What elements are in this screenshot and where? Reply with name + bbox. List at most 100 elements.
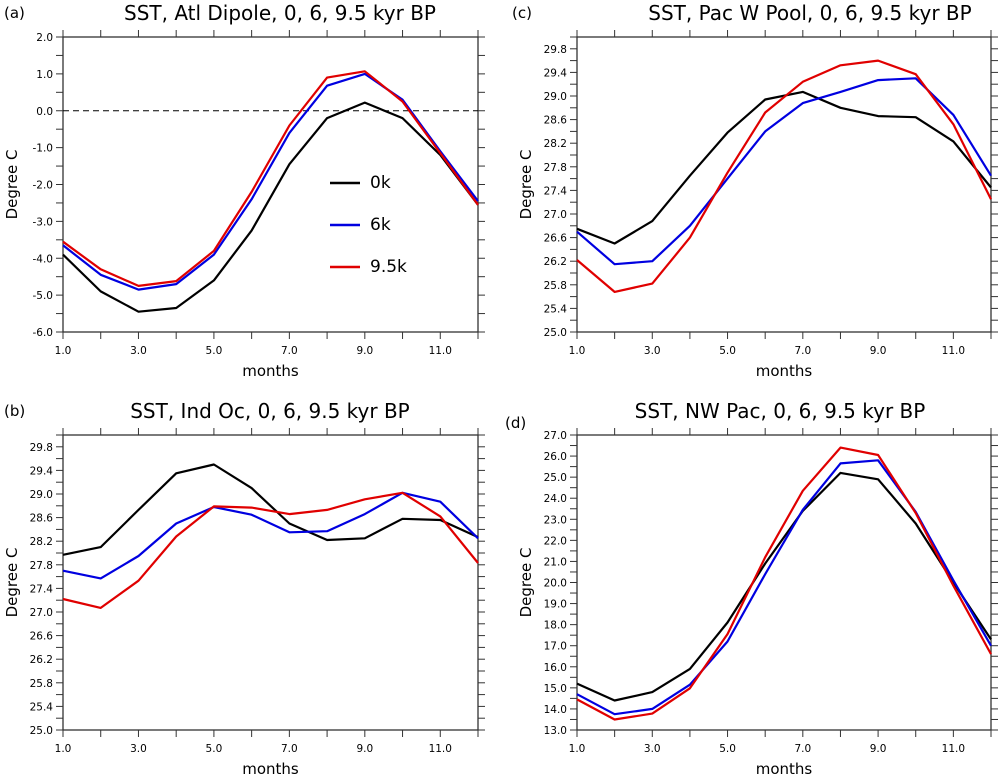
x-tick-label: 11.0	[942, 743, 965, 755]
panel-label: (d)	[505, 414, 526, 432]
series-line-6k	[576, 77, 992, 266]
plot-frame	[576, 36, 992, 333]
y-tick-label: 25.8	[30, 678, 53, 690]
series-line-6k	[62, 72, 479, 291]
y-tick-label: 29.8	[544, 44, 567, 56]
y-axis-label: Degree C	[517, 150, 535, 220]
series-line-9-5k	[576, 59, 992, 293]
y-tick-label: 16.0	[544, 662, 567, 674]
y-tick-label: 29.4	[544, 67, 568, 79]
x-tick-label: 1.0	[55, 743, 72, 755]
x-tick-label: 7.0	[281, 743, 298, 755]
panel-title: SST, Pac W Pool, 0, 6, 9.5 kyr BP	[648, 1, 971, 25]
panel-label: (a)	[4, 4, 25, 22]
y-tick-label: 13.0	[544, 725, 567, 737]
y-tick-label: 27.4	[544, 185, 568, 197]
legend-label: 9.5k	[370, 257, 407, 277]
x-tick-label: 5.0	[206, 743, 223, 755]
panel-label: (c)	[512, 4, 532, 22]
x-tick-label: 7.0	[281, 345, 298, 357]
panel-label: (b)	[4, 402, 25, 420]
panel-title: SST, Atl Dipole, 0, 6, 9.5 kyr BP	[124, 1, 436, 25]
panel-b: SST, Ind Oc, 0, 6, 9.5 kyr BP (b) 1.0 3.0 5.…	[3, 399, 485, 777]
panel-d: SST, NW Pac, 0, 6, 9.5 kyr BP (d) 1.0 3.0 5.…	[505, 399, 998, 777]
y-tick-label: 27.8	[30, 560, 53, 572]
series-line-0k	[576, 471, 992, 702]
x-tick-label: 3.0	[130, 345, 147, 357]
y-tick-label: -5.0	[33, 290, 54, 302]
series-line-9-5k	[576, 446, 992, 721]
x-tick-label: 7.0	[794, 743, 811, 755]
y-tick-label: 27.0	[544, 430, 567, 442]
x-tick-label: 5.0	[719, 345, 736, 357]
series-line-9-5k	[62, 491, 479, 610]
y-tick-label: 17.0	[544, 641, 567, 653]
y-tick-label: 25.4	[544, 303, 568, 315]
y-tick-label: 20.0	[544, 578, 567, 590]
series-line-0k	[62, 463, 479, 556]
panel-a: SST, Atl Dipole, 0, 6, 9.5 kyr BP (a) 1.0 3…	[3, 1, 485, 380]
y-tick-label: 28.2	[544, 138, 567, 150]
y-tick-label: 29.8	[30, 442, 53, 454]
x-tick-label: 3.0	[130, 743, 147, 755]
y-tick-label: 25.0	[544, 327, 567, 339]
x-tick-label: 9.0	[870, 345, 887, 357]
y-axis-label: Degree C	[3, 548, 21, 618]
y-tick-label: 1.0	[36, 69, 53, 81]
x-tick-label: 5.0	[206, 345, 223, 357]
y-tick-label: 18.0	[544, 620, 567, 632]
x-tick-label: 9.0	[356, 743, 373, 755]
x-tick-label: 5.0	[719, 743, 736, 755]
y-tick-label: 26.6	[30, 631, 54, 643]
y-tick-label: 24.0	[544, 493, 567, 505]
y-tick-label: 25.4	[30, 701, 54, 713]
y-tick-label: 25.8	[544, 280, 567, 292]
x-tick-label: 7.0	[794, 345, 811, 357]
y-tick-label: 22.0	[544, 535, 567, 547]
series-line-6k	[576, 459, 992, 716]
y-tick-label: 15.0	[544, 683, 567, 695]
panel-c: SST, Pac W Pool, 0, 6, 9.5 kyr BP (c) 1.0 3…	[512, 1, 998, 380]
y-tick-label: -6.0	[33, 327, 54, 339]
y-tick-label: 26.2	[30, 654, 53, 666]
legend: 0k 6k 9.5k	[330, 173, 407, 277]
series-line-9-5k	[62, 70, 479, 287]
y-tick-label: 14.0	[544, 704, 567, 716]
y-tick-label: 27.0	[30, 607, 53, 619]
y-axis-label: Degree C	[517, 548, 535, 618]
x-tick-label: 3.0	[644, 345, 661, 357]
x-tick-label: 11.0	[429, 345, 452, 357]
panel-title: SST, NW Pac, 0, 6, 9.5 kyr BP	[635, 399, 926, 423]
y-tick-label: 25.0	[544, 472, 567, 484]
x-tick-label: 1.0	[569, 345, 586, 357]
plot-frame	[62, 434, 479, 731]
x-tick-label: 1.0	[569, 743, 586, 755]
y-tick-label: 27.8	[544, 162, 567, 174]
panel-title: SST, Ind Oc, 0, 6, 9.5 kyr BP	[130, 399, 410, 423]
y-tick-label: 26.2	[544, 256, 567, 268]
y-tick-label: 27.0	[544, 209, 567, 221]
y-tick-label: 29.4	[30, 465, 54, 477]
series-line-6k	[62, 491, 479, 580]
legend-label: 0k	[370, 173, 391, 193]
y-tick-label: 26.6	[544, 233, 568, 245]
y-tick-label: 23.0	[544, 514, 567, 526]
x-tick-label: 9.0	[356, 345, 373, 357]
legend-label: 6k	[370, 215, 391, 235]
y-tick-label: 29.0	[30, 489, 53, 501]
y-axis-label: Degree C	[3, 150, 21, 220]
y-tick-label: 27.4	[30, 583, 54, 595]
y-tick-label: -2.0	[33, 180, 54, 192]
y-tick-label: -3.0	[33, 216, 54, 228]
y-tick-label: 28.6	[30, 513, 54, 525]
y-tick-label: -4.0	[33, 253, 54, 265]
plot-frame	[62, 36, 479, 333]
x-tick-label: 1.0	[55, 345, 72, 357]
series-line-0k	[62, 101, 479, 313]
y-tick-label: 29.0	[544, 91, 567, 103]
x-axis-label: months	[242, 362, 299, 380]
y-tick-label: 26.0	[544, 451, 567, 463]
y-tick-label: 19.0	[544, 599, 567, 611]
y-tick-label: 2.0	[36, 32, 53, 44]
